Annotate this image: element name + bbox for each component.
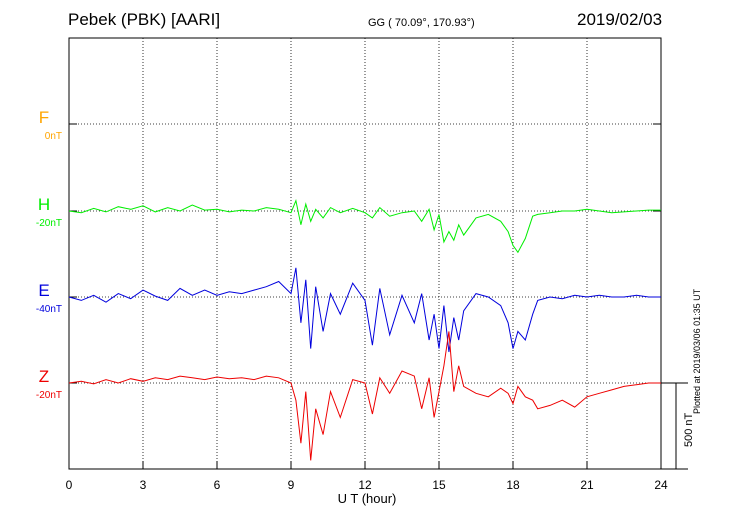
x-tick-label: 0 (66, 478, 73, 492)
series-lines (68, 198, 661, 461)
plot-date: 2019/02/03 (577, 10, 663, 29)
x-axis-label: U T (hour) (338, 491, 397, 506)
x-tick-label: 3 (140, 478, 147, 492)
x-tick-label: 6 (214, 478, 221, 492)
scale-bar: 500 nT (661, 382, 695, 470)
channel-Z-offset: -20nT (36, 390, 62, 401)
x-axis-ticks: 0 3 6 9 12 15 18 21 24 (66, 123, 668, 492)
channel-F-offset: 0nT (45, 131, 62, 142)
x-tick-label: 15 (432, 478, 446, 492)
series-Z-line (68, 331, 661, 461)
channel-H-offset: -20nT (36, 218, 62, 229)
x-tick-label: 12 (358, 478, 372, 492)
channel-E-offset: -40nT (36, 304, 62, 315)
scale-bar-label: 500 nT (683, 412, 695, 447)
geographic-coords: GG ( 70.09°, 170.93°) (368, 17, 475, 29)
x-tick-label: 24 (654, 478, 668, 492)
channel-labels: F 0nT H -20nT E -40nT Z -20nT (36, 108, 62, 401)
x-tick-label: 9 (288, 478, 295, 492)
series-E-line (68, 267, 661, 353)
series-H-line (68, 198, 661, 254)
x-tick-label: 21 (580, 478, 594, 492)
station-title: Pebek (PBK) [AARI] (68, 10, 221, 29)
channel-F-label: F (39, 108, 49, 127)
channel-E-label: E (38, 281, 49, 300)
channel-H-label: H (38, 195, 50, 214)
grid-lines (69, 38, 661, 469)
x-tick-label: 18 (506, 478, 520, 492)
channel-Z-label: Z (39, 367, 49, 386)
